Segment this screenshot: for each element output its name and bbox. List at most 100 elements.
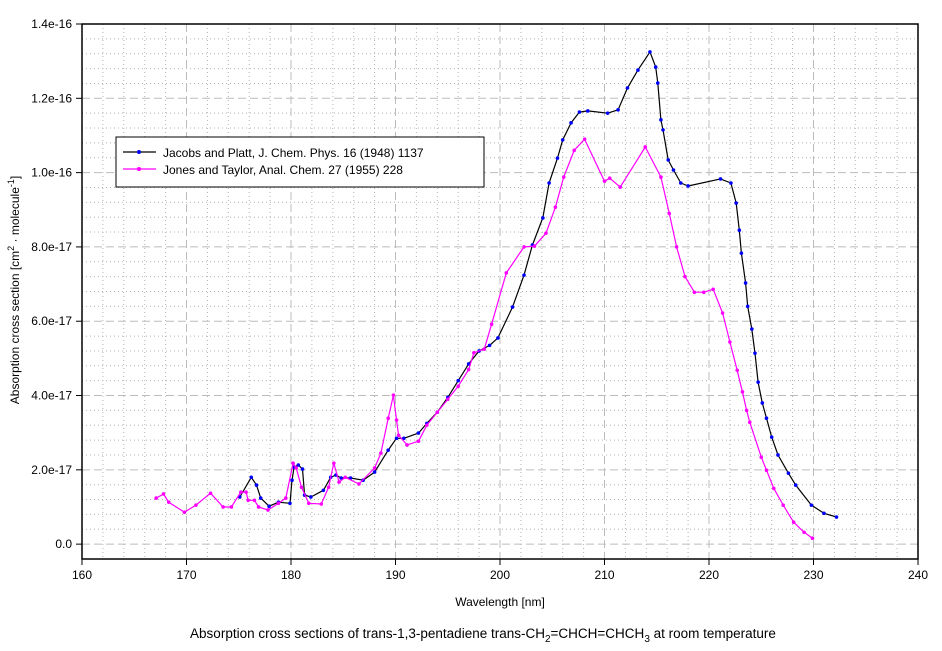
x-tick-label: 220	[699, 568, 719, 582]
data-point	[753, 351, 757, 355]
data-point	[456, 384, 461, 389]
data-point	[692, 290, 697, 295]
data-point	[541, 216, 545, 220]
data-point	[239, 490, 243, 494]
data-point	[618, 185, 622, 189]
data-point	[648, 50, 652, 54]
data-point	[686, 184, 690, 188]
y-axis-label: Absorption cross section [cm2 · molecule…	[6, 176, 22, 404]
data-point	[561, 175, 566, 179]
data-point	[299, 485, 304, 490]
data-point	[636, 68, 640, 72]
data-point	[718, 177, 723, 181]
data-point	[288, 501, 292, 506]
data-point	[786, 471, 791, 475]
data-point	[339, 476, 343, 480]
data-point	[445, 397, 450, 402]
legend-marker	[137, 150, 141, 154]
data-point	[221, 505, 225, 509]
data-point	[791, 520, 796, 525]
data-point	[653, 65, 658, 69]
data-point	[291, 461, 295, 465]
data-point	[249, 475, 254, 480]
data-point	[372, 470, 377, 474]
data-point	[667, 211, 672, 216]
data-point	[678, 181, 683, 185]
data-point	[666, 158, 671, 162]
data-point	[569, 121, 573, 125]
data-point	[321, 488, 326, 493]
data-point	[246, 498, 250, 503]
data-point	[834, 515, 839, 519]
data-point	[582, 137, 587, 141]
data-point	[759, 455, 764, 460]
x-tick-label: 210	[594, 568, 614, 582]
chart-title: Absorption cross sections of trans-1,3-p…	[190, 626, 776, 645]
data-point	[737, 228, 742, 232]
data-point	[701, 290, 706, 295]
data-point	[372, 466, 377, 470]
data-point	[402, 436, 406, 441]
data-point	[386, 448, 390, 452]
data-point	[760, 401, 765, 405]
x-tick-label: 200	[490, 568, 510, 582]
data-point	[394, 418, 399, 422]
data-point	[532, 244, 537, 248]
data-point	[357, 482, 361, 486]
data-point	[276, 501, 281, 506]
data-point	[396, 433, 401, 438]
data-point	[294, 466, 299, 470]
data-point	[405, 443, 409, 447]
data-point	[252, 498, 257, 503]
data-point	[809, 503, 814, 507]
data-point	[659, 175, 663, 179]
data-point	[306, 501, 311, 506]
series-line	[239, 51, 837, 518]
data-point	[769, 435, 774, 439]
data-point	[256, 505, 261, 509]
data-point	[577, 110, 582, 114]
data-point	[674, 245, 679, 249]
legend-box	[115, 136, 485, 188]
y-tick-label: 8.0e-17	[31, 240, 72, 254]
data-point	[743, 281, 748, 285]
data-point	[283, 496, 288, 500]
x-tick-label: 190	[385, 568, 405, 582]
data-point	[154, 496, 158, 500]
data-point	[555, 156, 560, 160]
series-layer	[154, 50, 839, 540]
data-point	[655, 81, 660, 85]
data-point	[745, 304, 750, 309]
data-point	[802, 530, 806, 535]
data-point	[756, 380, 760, 384]
series-jones-taylor	[154, 137, 815, 540]
data-point	[781, 503, 785, 507]
data-point	[544, 231, 548, 235]
data-point	[734, 201, 738, 205]
data-point	[300, 467, 305, 471]
data-point	[386, 416, 390, 420]
data-point	[735, 368, 740, 373]
data-point	[553, 205, 558, 209]
data-point	[290, 478, 294, 483]
legend-entry: Jacobs and Platt, J. Chem. Phys. 16 (194…	[163, 146, 424, 160]
data-point	[472, 351, 476, 355]
y-tick-label: 1.4e-16	[31, 17, 72, 31]
data-point	[229, 505, 234, 509]
data-point	[266, 508, 270, 512]
data-point	[625, 86, 630, 90]
data-point	[391, 393, 396, 397]
data-point	[659, 118, 663, 122]
y-tick-label: 1.2e-16	[31, 91, 72, 105]
x-tick-label: 240	[908, 568, 928, 582]
data-point	[776, 453, 780, 457]
data-point	[425, 423, 429, 428]
data-point	[267, 504, 271, 509]
data-point	[244, 490, 248, 494]
data-point	[643, 145, 648, 149]
data-point	[711, 287, 715, 292]
data-point	[309, 495, 313, 499]
series-line	[155, 138, 813, 539]
data-point	[182, 510, 187, 514]
